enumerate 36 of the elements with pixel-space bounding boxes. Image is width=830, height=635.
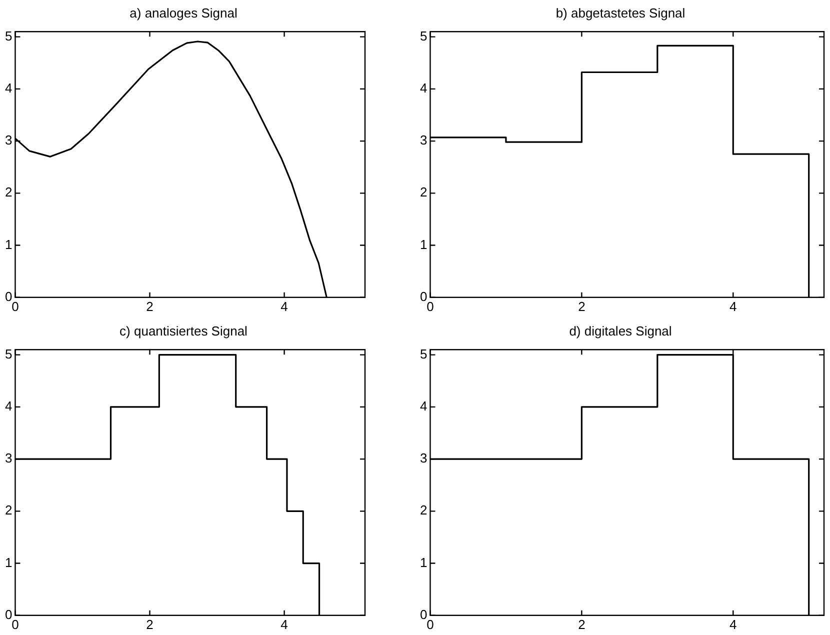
x-tick-label: 2 [578, 298, 586, 314]
y-tick-label: 5 [4, 28, 12, 44]
y-tick-label: 0 [4, 288, 12, 304]
y-tick-label: 3 [420, 132, 428, 148]
x-tick-label: 4 [280, 616, 288, 632]
y-tick-label: 1 [4, 554, 12, 570]
chart-title: d) digitales Signal [569, 323, 672, 338]
y-tick-label: 3 [4, 450, 12, 466]
chart-title: a) analoges Signal [130, 5, 238, 20]
y-tick-label: 3 [420, 450, 428, 466]
x-tick-label: 4 [730, 298, 737, 314]
y-tick-label: 5 [420, 346, 428, 362]
y-tick-label: 0 [4, 606, 12, 622]
x-tick-label: 4 [280, 298, 288, 314]
y-tick-label: 3 [4, 132, 12, 148]
y-tick-label: 2 [420, 502, 428, 518]
y-tick-label: 5 [4, 346, 12, 362]
y-tick-label: 1 [420, 554, 428, 570]
y-tick-label: 5 [420, 28, 428, 44]
x-tick-label: 2 [146, 616, 154, 632]
y-tick-label: 4 [420, 80, 428, 96]
y-tick-label: 2 [4, 184, 12, 200]
y-tick-label: 1 [420, 236, 428, 252]
y-tick-label: 0 [420, 288, 428, 304]
y-tick-label: 2 [4, 502, 12, 518]
chart-title: b) abgetastetes Signal [556, 5, 686, 20]
y-tick-label: 1 [4, 236, 12, 252]
y-tick-label: 4 [4, 80, 12, 96]
x-tick-label: 4 [730, 616, 737, 632]
y-tick-label: 4 [420, 398, 428, 414]
y-tick-label: 0 [420, 606, 428, 622]
y-tick-label: 4 [4, 398, 12, 414]
x-tick-label: 2 [146, 298, 154, 314]
y-tick-label: 2 [420, 184, 428, 200]
x-tick-label: 2 [578, 616, 586, 632]
chart-title: c) quantisiertes Signal [120, 323, 248, 338]
